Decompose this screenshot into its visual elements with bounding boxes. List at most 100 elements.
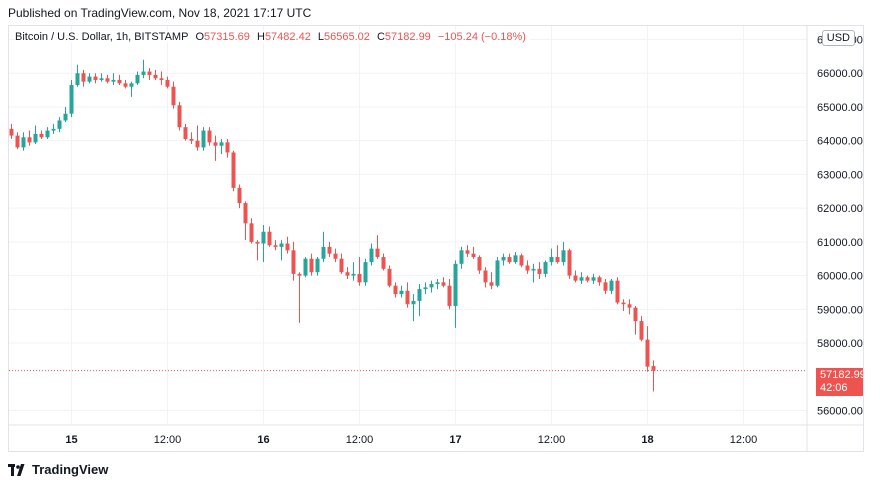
candle[interactable] (519, 253, 524, 268)
candle[interactable] (9, 123, 14, 139)
candle[interactable] (567, 248, 572, 279)
candle[interactable] (279, 240, 284, 261)
candle[interactable] (63, 106, 68, 123)
candle[interactable] (183, 123, 188, 141)
candle[interactable] (171, 81, 176, 109)
candle[interactable] (99, 73, 104, 82)
candle[interactable] (27, 130, 32, 146)
candle[interactable] (399, 285, 404, 298)
candle[interactable] (267, 226, 272, 247)
candle[interactable] (273, 240, 278, 251)
candle[interactable] (459, 246, 464, 269)
candle[interactable] (225, 138, 230, 158)
candle[interactable] (249, 218, 254, 244)
candle[interactable] (495, 257, 500, 288)
candle[interactable] (627, 299, 632, 315)
candle[interactable] (615, 277, 620, 305)
chart-frame[interactable]: 67000.0066000.0065000.0064000.0063000.00… (8, 25, 864, 452)
candle[interactable] (81, 69, 86, 87)
candle[interactable] (501, 253, 506, 266)
candle[interactable] (483, 267, 488, 288)
candle[interactable] (291, 241, 296, 281)
candle[interactable] (561, 241, 566, 266)
candle[interactable] (213, 135, 218, 161)
candle[interactable] (87, 73, 92, 84)
candle[interactable] (363, 258, 368, 286)
candle[interactable] (153, 69, 158, 80)
candle[interactable] (147, 68, 152, 80)
candle[interactable] (435, 278, 440, 290)
candle[interactable] (201, 127, 206, 151)
candle[interactable] (579, 272, 584, 285)
candle[interactable] (417, 284, 422, 317)
candle[interactable] (93, 73, 98, 84)
candle[interactable] (57, 117, 62, 133)
candle[interactable] (111, 73, 116, 86)
tradingview-footer[interactable]: TradingView (8, 462, 108, 477)
candle[interactable] (159, 71, 164, 86)
candle[interactable] (129, 81, 134, 97)
candle[interactable] (39, 130, 44, 139)
candle[interactable] (531, 263, 536, 283)
candle[interactable] (321, 231, 326, 263)
candle[interactable] (327, 241, 332, 258)
candle[interactable] (405, 282, 410, 308)
candle[interactable] (333, 248, 338, 263)
candlestick-chart[interactable]: 67000.0066000.0065000.0064000.0063000.00… (9, 26, 864, 452)
candle[interactable] (69, 79, 74, 118)
candle[interactable] (33, 125, 38, 145)
candle[interactable] (297, 272, 302, 323)
candle[interactable] (177, 101, 182, 131)
candle[interactable] (381, 253, 386, 271)
candle[interactable] (135, 71, 140, 86)
candle[interactable] (429, 280, 434, 293)
candle[interactable] (609, 278, 614, 295)
candle[interactable] (621, 299, 626, 312)
candle[interactable] (117, 74, 122, 86)
candle[interactable] (393, 282, 398, 298)
candle[interactable] (105, 74, 110, 84)
candle[interactable] (573, 270, 578, 283)
candle[interactable] (453, 260, 458, 328)
candle[interactable] (369, 243, 374, 266)
candle[interactable] (447, 278, 452, 310)
candle[interactable] (15, 132, 20, 150)
candle[interactable] (513, 251, 518, 264)
candle[interactable] (357, 257, 362, 286)
candle[interactable] (45, 127, 50, 139)
candle[interactable] (585, 275, 590, 283)
candle[interactable] (603, 278, 608, 295)
candle[interactable] (477, 255, 482, 274)
candle[interactable] (441, 277, 446, 288)
candle[interactable] (507, 253, 512, 264)
candle[interactable] (543, 260, 548, 278)
currency-button[interactable]: USD (821, 30, 855, 46)
candle[interactable] (465, 245, 470, 258)
candle[interactable] (237, 184, 242, 209)
candle[interactable] (75, 64, 80, 87)
candle[interactable] (597, 275, 602, 286)
candle[interactable] (489, 272, 494, 290)
candle[interactable] (351, 262, 356, 281)
candle[interactable] (21, 132, 26, 151)
candle[interactable] (555, 245, 560, 264)
candle[interactable] (195, 125, 200, 151)
candle[interactable] (411, 294, 416, 322)
candle[interactable] (339, 253, 344, 274)
candle[interactable] (255, 240, 260, 261)
candle[interactable] (303, 257, 308, 278)
candle[interactable] (243, 201, 248, 241)
candle[interactable] (633, 305, 638, 335)
candle[interactable] (207, 127, 212, 146)
candle[interactable] (231, 150, 236, 192)
candle[interactable] (645, 326, 650, 372)
candle[interactable] (315, 257, 320, 276)
candle[interactable] (123, 79, 128, 89)
candle[interactable] (345, 267, 350, 279)
candle[interactable] (423, 282, 428, 295)
candle[interactable] (537, 262, 542, 279)
candle[interactable] (375, 235, 380, 259)
candle[interactable] (285, 236, 290, 254)
candle[interactable] (651, 360, 656, 392)
candle[interactable] (639, 316, 644, 342)
